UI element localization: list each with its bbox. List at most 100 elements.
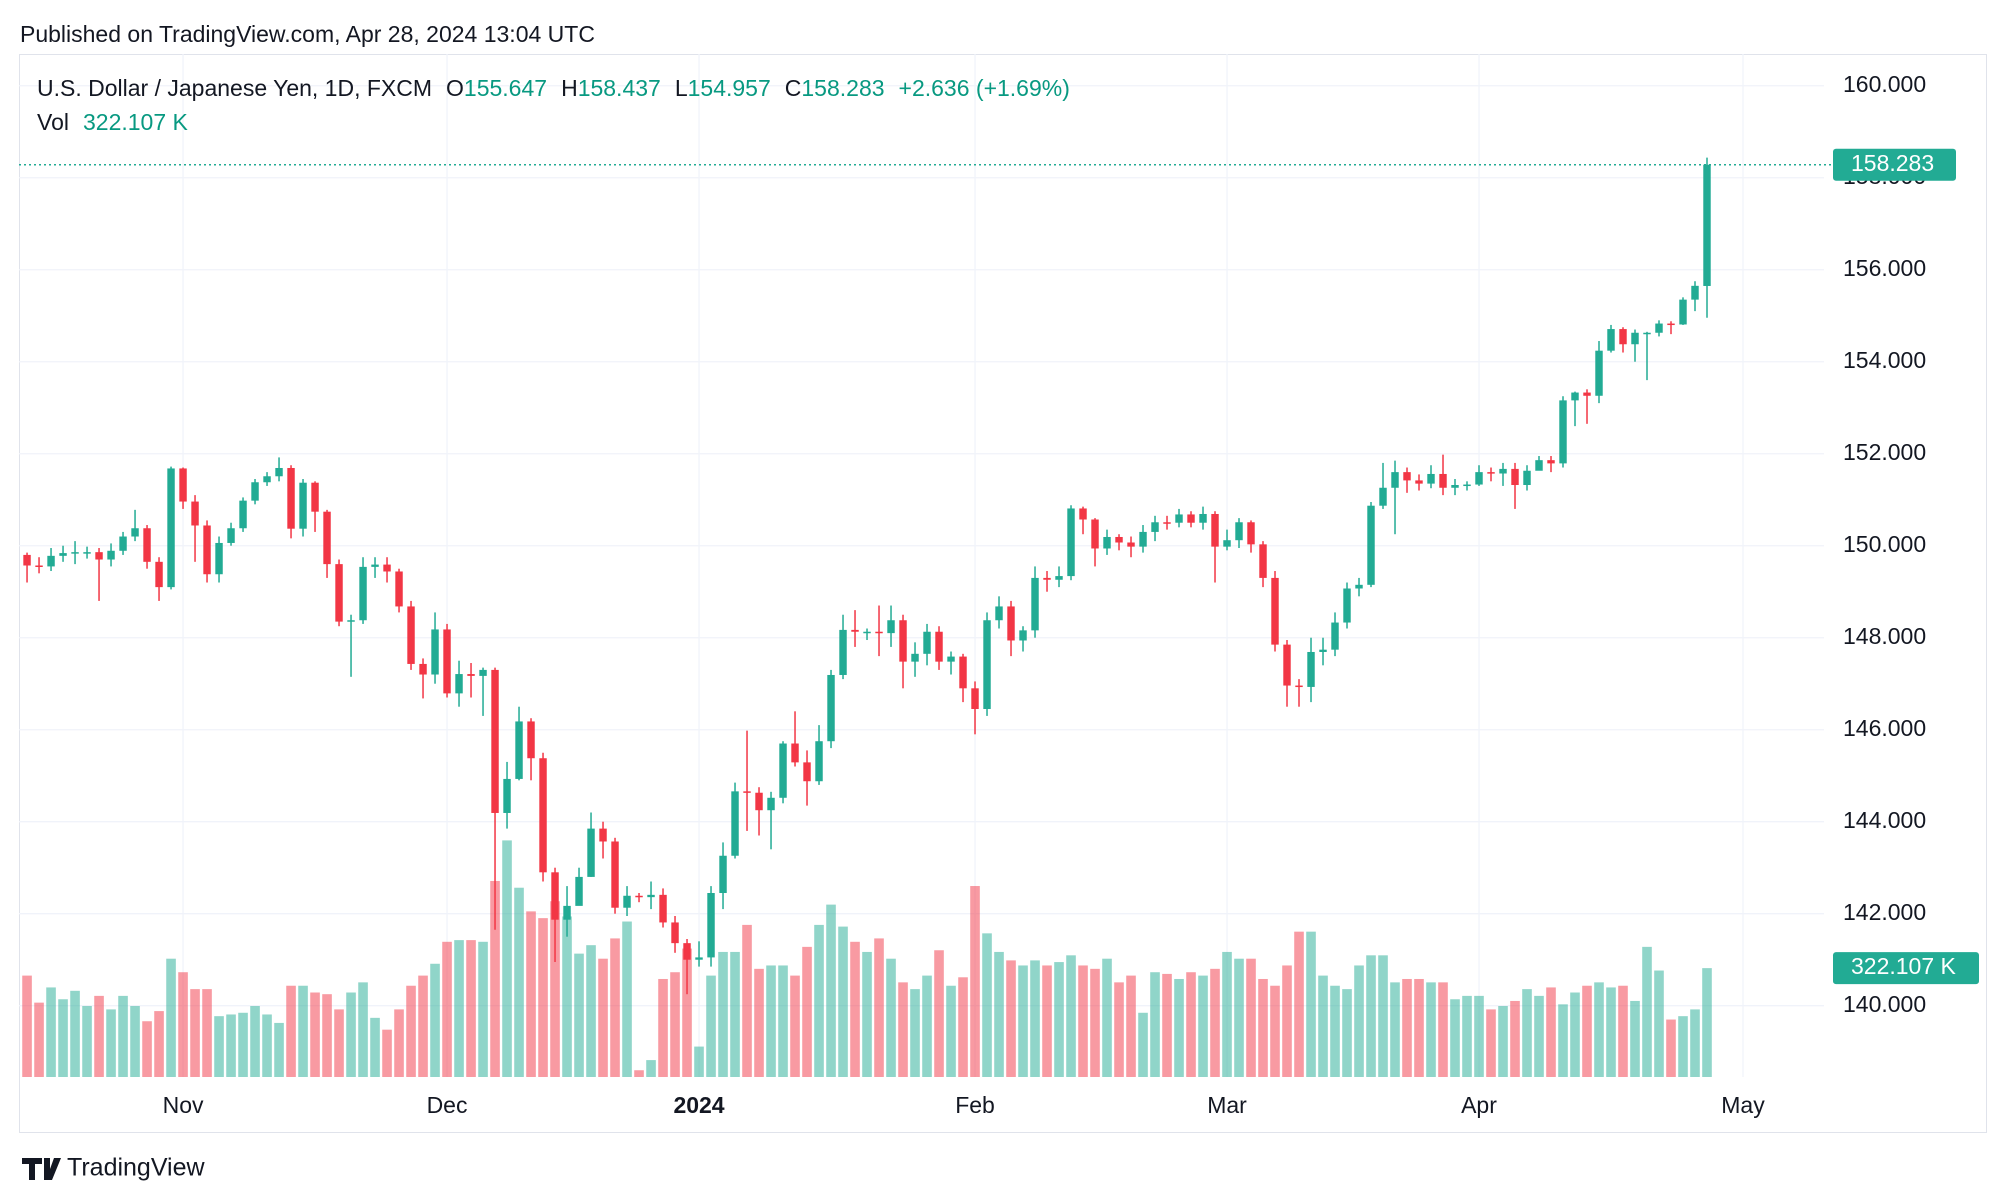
candle-body [827,674,835,742]
y-tick-label: 156.000 [1843,255,1926,281]
last-price-label: 158.283 [1851,150,1934,176]
volume-bar [250,1006,260,1077]
candle-body [563,905,571,920]
candle-body [1583,392,1591,396]
candle-body [1055,576,1063,580]
volume-bar [1378,955,1388,1077]
volume-bar [1618,985,1628,1077]
x-tick-label: Nov [163,1092,204,1118]
volume-bar [1222,951,1232,1077]
candle-body [1115,536,1123,543]
volume-bar [1006,960,1016,1077]
candle-body [923,631,931,654]
candle-body [1271,577,1279,645]
candle-body [107,550,115,560]
candle-body [455,674,463,694]
close-label: C [785,75,802,101]
candle-body [467,674,475,676]
volume-bar [202,989,212,1077]
volume-bar [130,1006,140,1077]
candle-body [1511,468,1519,486]
candle-body [1319,649,1327,652]
volume-bar [106,1009,116,1077]
y-tick-label: 154.000 [1843,347,1926,373]
volume-bar [1090,968,1100,1077]
candle-body [899,620,907,662]
volume-bar [1294,931,1304,1077]
volume-bar [478,941,488,1077]
volume-bar [1654,970,1664,1077]
candle-body [1559,400,1567,464]
candle-body [131,528,139,537]
candle-body [1571,392,1579,401]
vol-label: Vol [37,109,69,135]
volume-bar [598,958,608,1077]
candle-body [1199,513,1207,523]
volume-bar [1198,975,1208,1077]
candle-body [527,721,535,759]
candle-body [359,566,367,621]
volume-bar [1642,946,1652,1077]
candle-body [1619,329,1627,345]
volume-bar [1210,968,1220,1077]
candle-body [1607,329,1615,351]
candle-body [1283,644,1291,686]
volume-bar [946,985,956,1077]
candle-body [1175,514,1183,523]
candle-body [23,554,31,566]
volume-bar [1450,999,1460,1077]
candle-body [383,564,391,572]
volume-bar [1594,982,1604,1077]
volume-bar [1678,1016,1688,1077]
candle-body [635,895,643,898]
volume-bar [58,999,68,1077]
volume-bar [1018,965,1028,1077]
candle-body [983,620,991,710]
candle-body [203,525,211,575]
candle-body [431,629,439,675]
open-label: O [446,75,464,101]
volume-bar [742,924,752,1077]
candle-body [119,536,127,551]
volume-bar [1402,978,1412,1077]
candle-body [1379,487,1387,506]
candle-body [683,943,691,960]
volume-bar [1582,985,1592,1077]
candle-body [707,893,715,958]
candle-body [1415,480,1423,484]
candle-body [1127,542,1135,547]
candle-body [71,552,79,554]
x-tick-label: Dec [427,1092,468,1118]
candle-body [839,629,847,675]
volume-bar [1078,965,1088,1077]
legend-ohlc: U.S. Dollar / Japanese Yen, 1D, FXCM O155… [37,75,1070,101]
volume-bar [1162,973,1172,1077]
volume-bar [922,975,932,1077]
volume-bar [490,880,500,1077]
candle-body [863,631,871,634]
volume-bar [1498,1006,1508,1077]
candle-body [1679,299,1687,325]
volume-bar [634,1070,644,1077]
candle-body [1355,584,1363,589]
candle-body [1655,323,1663,333]
candle-body [1463,484,1471,487]
volume-bar [1054,962,1064,1077]
volume-bar [22,975,32,1077]
volume-bar [118,995,128,1077]
candle-body [95,552,103,560]
volume-bar [178,972,188,1077]
candle-body [1043,577,1051,580]
candle-body [1547,460,1555,464]
volume-bar [1474,995,1484,1077]
candle-body [215,542,223,575]
volume-bar [982,933,992,1077]
candle-body [1391,472,1399,488]
volume-bar [1702,968,1712,1077]
volume-bar [1258,978,1268,1077]
candle-body [1079,508,1087,520]
candle-body [491,669,499,813]
volume-bar [1570,992,1580,1077]
volume-bar [526,911,536,1077]
candle-body [911,653,919,662]
